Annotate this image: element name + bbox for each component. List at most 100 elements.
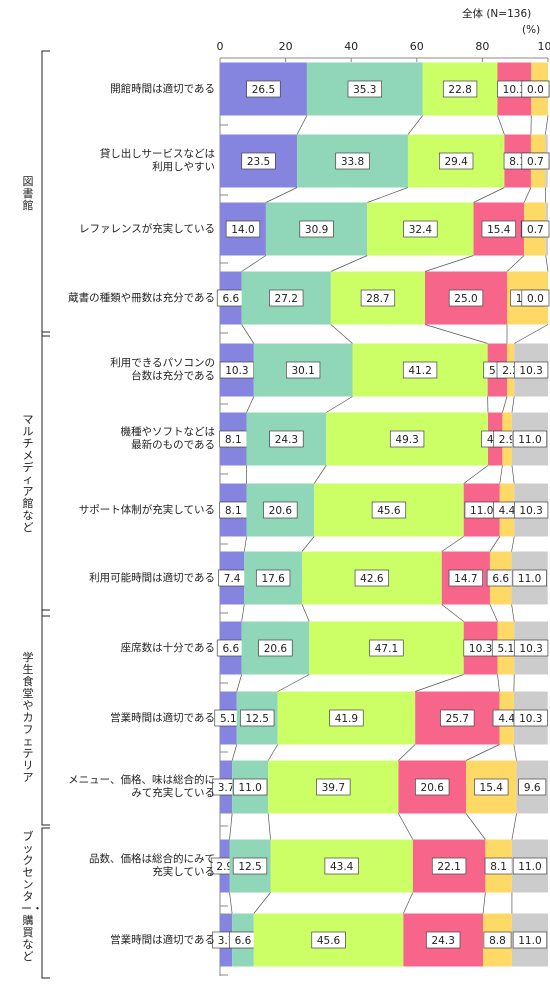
connector-line (241, 604, 245, 622)
data-label-text: 15.4 (487, 224, 511, 236)
data-label-box (512, 931, 548, 949)
data-label-text: 29.4 (444, 156, 468, 168)
group-bracket (41, 331, 50, 617)
data-label-box (269, 289, 304, 307)
row-label: 開館時間は適切である (110, 82, 215, 95)
data-label: 23.5 (241, 152, 276, 170)
connector-line (545, 255, 549, 272)
data-label: 28.7 (360, 289, 396, 307)
x-tick-label: 80 (475, 40, 489, 53)
row-label: 利用できるパソコンの 台数は充分である (110, 357, 215, 382)
data-label-text: 42.6 (360, 573, 384, 585)
connector-line (502, 396, 508, 413)
data-label-box (521, 220, 550, 238)
connector-line (511, 465, 515, 484)
data-label-text: 30.9 (305, 224, 328, 236)
data-label-box (335, 152, 370, 170)
group-label: マルチメディア館など (22, 413, 34, 534)
data-label-text: 10.3 (519, 643, 542, 655)
row-label: 座席数は十分である (120, 641, 215, 654)
connector-line (424, 324, 488, 344)
data-label-text: 2.9 (499, 434, 516, 446)
data-label-text: 30.1 (291, 365, 314, 377)
data-label-text: 12.5 (246, 713, 269, 725)
data-label: 11.0 (512, 430, 548, 448)
data-label: 33.8 (335, 152, 370, 170)
data-label: 10.3 (513, 639, 549, 657)
group-label: 学生食堂やカフェテリア (22, 650, 34, 784)
data-label-text: 14.7 (454, 573, 477, 585)
data-label-text: 20.6 (421, 782, 445, 794)
data-label: 6.6 (229, 931, 257, 949)
data-label-box (415, 778, 450, 796)
data-label-text: 11.0 (518, 434, 541, 446)
data-label-text: 41.2 (408, 365, 431, 377)
data-label-text: 11.0 (518, 861, 541, 873)
data-label-text: 0.0 (527, 84, 544, 96)
data-label-box (258, 639, 293, 657)
data-label: 15.4 (481, 220, 516, 238)
data-label: 9.6 (518, 778, 547, 796)
data-label: 45.6 (371, 501, 407, 519)
connector-line (441, 604, 464, 622)
data-label: 0.0 (521, 80, 550, 98)
data-label-box (240, 709, 275, 727)
data-label-box (512, 430, 548, 448)
data-label-text: 3.7 (218, 782, 235, 794)
connector-line (267, 744, 279, 761)
connector-line (326, 396, 353, 413)
data-label: 24.3 (269, 430, 304, 448)
connector-line (463, 465, 489, 484)
row-label: 利用可能時間は適切である (89, 571, 215, 584)
connector-line (514, 324, 549, 344)
connector-line (441, 536, 464, 552)
connector-line (246, 396, 255, 413)
data-label-box (474, 778, 509, 796)
row-label: メニュー、価格、味は総合的に みて充実している (68, 774, 215, 799)
data-label-box (521, 80, 550, 98)
connector-line (277, 674, 310, 692)
connector-line (511, 536, 515, 552)
data-label-text: 17.6 (261, 573, 285, 585)
data-label-text: 22.1 (437, 861, 460, 873)
data-label: 0.7 (521, 220, 550, 238)
data-label-text: 45.6 (377, 505, 401, 517)
data-label-text: 25.7 (446, 713, 469, 725)
data-label-text: 10.3 (503, 84, 526, 96)
data-label: 15.4 (474, 778, 509, 796)
x-tick-label: 40 (344, 40, 358, 53)
connector-line (497, 674, 500, 692)
data-label: 4.4 (493, 501, 521, 519)
data-label: 27.2 (269, 289, 304, 307)
data-label: 8.8 (483, 931, 512, 949)
data-label-text: 5.1 (498, 643, 515, 655)
data-label: 24.3 (426, 931, 461, 949)
data-label-text: 0.0 (527, 293, 544, 305)
data-label: 41.9 (329, 709, 364, 727)
data-label: 12.5 (240, 709, 275, 727)
data-label-box (311, 931, 346, 949)
connector-line (301, 604, 310, 622)
connector-line (403, 892, 414, 914)
data-label: 49.3 (389, 430, 425, 448)
connector-line (296, 115, 308, 135)
data-label-box (521, 289, 550, 307)
data-label: 29.4 (439, 152, 474, 170)
data-label-box (354, 569, 390, 587)
connector-line (489, 604, 498, 622)
connector-line (523, 187, 532, 203)
group-label: ブックセンター・購買など (21, 830, 43, 963)
data-label-text: 10.3 (519, 365, 542, 377)
row-label: 営業時間は適切である (110, 711, 215, 724)
data-label-text: 8.1 (490, 861, 507, 873)
connector-line (465, 744, 500, 761)
data-label-box (263, 501, 298, 519)
data-label-text: 10.3 (469, 643, 492, 655)
group-bracket (41, 609, 50, 826)
connector-line (482, 892, 486, 914)
data-label-text: 26.5 (252, 84, 275, 96)
data-label-text: 45.6 (317, 935, 341, 947)
connector-line (313, 465, 327, 484)
data-label-box (246, 80, 281, 98)
connector-line (229, 892, 233, 914)
